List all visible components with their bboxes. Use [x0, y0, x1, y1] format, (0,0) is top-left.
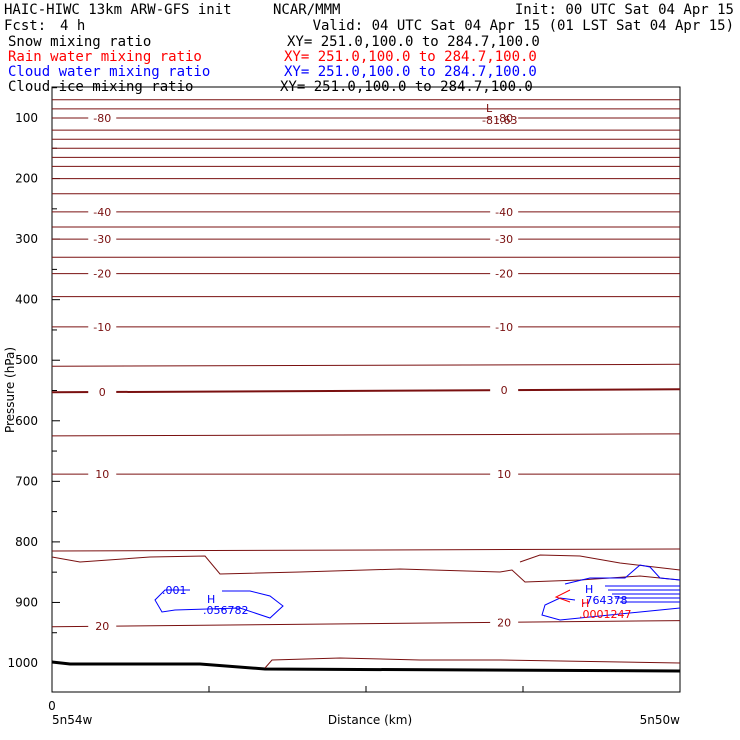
x-axis — [51, 686, 681, 692]
contour-label-bg — [490, 616, 519, 629]
y-axis: 100 200 300 400 500 600 700 800 900 1000 — [7, 87, 60, 670]
temperature-contour — [51, 620, 681, 628]
temperature-isotherm — [51, 433, 681, 437]
field-cloudwater-xy: XY= 251.0,100.0 to 284.7,100.0 — [284, 64, 537, 80]
temperature-contour-label: -30 — [93, 233, 111, 246]
y-tick-label: 100 — [15, 111, 38, 125]
field-rain-xy: XY= 251.0,100.0 to 284.7,100.0 — [284, 49, 537, 65]
y-tick-label: 600 — [15, 414, 38, 428]
y-tick-label: 700 — [15, 474, 38, 488]
contour-label-bg — [88, 112, 117, 124]
temperature-contours: -80 -80 -40 -40 -30 -30 -20 -20 -10 -10 0 0 10 10 20 20 — [51, 99, 681, 633]
y-tick-label: 900 — [15, 595, 38, 609]
cloud-water-max-marker: H — [207, 593, 215, 606]
contour-label-bg — [88, 620, 117, 633]
temperature-min-value: -81.63 — [482, 114, 517, 127]
temperature-contour-label: 0 — [501, 384, 508, 397]
rain-water-max-value: .0001247 — [579, 608, 632, 621]
x-left-end-label: 5n54w — [52, 713, 93, 727]
temperature-contour-label: -40 — [93, 206, 111, 219]
temperature-contour-label: -80 — [93, 112, 111, 125]
temperature-contour-label: 20 — [95, 620, 109, 633]
y-tick-label: 200 — [15, 172, 38, 186]
temperature-contour-label: -40 — [495, 206, 513, 219]
contour-label-bg — [490, 384, 519, 397]
model-title: HAIC-HIWC 13km ARW-GFS init — [4, 2, 232, 18]
temperature-contour-label: -10 — [93, 321, 111, 334]
rain-water-max-marker: H — [581, 597, 589, 610]
cloud-water-max-value: .056782 — [203, 604, 249, 617]
field-rain-label: Rain water mixing ratio — [8, 49, 202, 65]
temperature-contour-label: 20 — [497, 616, 511, 629]
cloud-water-contour-left — [154, 589, 284, 619]
cloud-water-max-marker-right: H — [585, 583, 593, 596]
y-tick-label: 800 — [15, 535, 38, 549]
y-tick-label: 500 — [15, 353, 38, 367]
y-tick-label: 400 — [15, 293, 38, 307]
temperature-isotherm — [51, 363, 681, 367]
cloud-water-contour-right-2 — [564, 564, 681, 585]
cloud-water-dense-contours — [605, 585, 680, 603]
contour-label-bg — [88, 386, 117, 399]
temperature-contour-lower-wavy — [51, 555, 681, 583]
temperature-contour-label: 10 — [95, 468, 109, 481]
temperature-contour — [51, 388, 681, 394]
init-time: Init: 00 UTC Sat 04 Apr 15 — [514, 2, 734, 18]
forecast-label: Fcst: — [4, 18, 47, 34]
org-label: NCAR/MMM — [273, 2, 341, 18]
contour-label-bg — [490, 233, 519, 246]
temperature-contour-label: 0 — [99, 386, 106, 399]
x-right-end-label: 5n50w — [640, 713, 681, 727]
field-snow-label: Snow mixing ratio — [8, 34, 152, 50]
field-snow-xy: XY= 251.0,100.0 to 284.7,100.0 — [287, 34, 540, 50]
temperature-contour-label: 10 — [497, 468, 511, 481]
contour-label-bg — [490, 468, 519, 481]
contour-label-bg — [88, 468, 117, 481]
contour-label-bg — [490, 267, 519, 280]
forecast-hour: 4 h — [60, 18, 86, 34]
contour-label-bg — [88, 233, 117, 246]
contour-label-bg — [88, 320, 117, 333]
x-axis-title: Distance (km) — [328, 713, 412, 727]
contour-label-bg — [490, 320, 519, 333]
contour-label-bg — [88, 205, 117, 218]
temperature-min-marker: L — [486, 102, 493, 115]
temperature-contour-label: -20 — [93, 268, 111, 281]
temperature-contour-label: -80 — [495, 112, 513, 125]
y-tick-label: 1000 — [7, 656, 38, 670]
y-axis-title: Pressure (hPa) — [3, 347, 17, 433]
temperature-contour-right-bump — [519, 554, 681, 571]
contour-label-bg — [490, 112, 519, 124]
cloud-water-contour-label: .001 — [162, 584, 187, 597]
valid-time: Valid: 04 UTC Sat 04 Apr 15 (01 LST Sat … — [312, 18, 734, 34]
rain-water-contour-right — [554, 589, 571, 603]
contour-label-bg — [88, 267, 117, 280]
x-origin-label: 0 — [48, 699, 56, 713]
temperature-contour-label: -20 — [495, 268, 513, 281]
temperature-contour-label: -10 — [495, 321, 513, 334]
field-cloudwater-label: Cloud water mixing ratio — [8, 64, 211, 80]
temperature-contour-label: -30 — [495, 233, 513, 246]
terrain-contour — [264, 657, 681, 669]
cloud-water-max-value-right: .764378 — [582, 594, 628, 607]
terrain-line — [51, 660, 681, 673]
temperature-isotherm — [51, 548, 681, 552]
contour-label-bg — [490, 205, 519, 218]
y-tick-label: 300 — [15, 232, 38, 246]
